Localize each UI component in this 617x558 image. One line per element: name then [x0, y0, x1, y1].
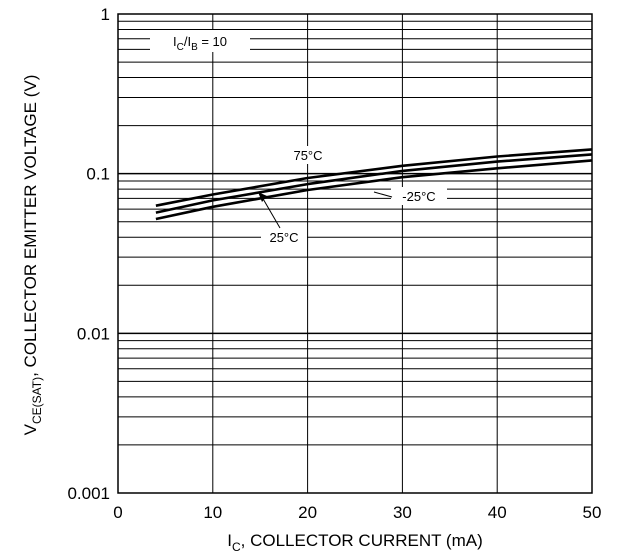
grid: [118, 14, 592, 493]
y-tick-label: 1: [101, 5, 110, 24]
leader-line-minus25c: [373, 191, 393, 198]
curves: [155, 148, 593, 221]
series-label-75c-group: 75°C: [285, 146, 331, 164]
series-label-minus25c-background: [391, 187, 447, 205]
condition-label-group: IC/IB = 10: [150, 30, 250, 53]
series-line-2: [155, 159, 593, 221]
x-axis-label: IC, COLLECTOR CURRENT (mA): [227, 531, 483, 554]
tick-labels: 0 10 20 30 40 50 1 0.1 0.01 0.001: [67, 5, 601, 522]
x-tick-label: 40: [488, 503, 507, 522]
annotations: IC/IB = 10 75°C -25°C 25°C: [150, 30, 447, 246]
condition-label-background: [150, 30, 250, 52]
series-label-25c: 25°C: [269, 230, 298, 245]
series-line-1: [155, 153, 593, 214]
y-tick-label: 0.1: [86, 165, 110, 184]
leader-line-25c: [261, 196, 281, 229]
series-label-25c-group: 25°C: [261, 228, 307, 246]
condition-label: IC/IB = 10: [173, 34, 227, 53]
series-label-minus25c: -25°C: [402, 189, 435, 204]
series-label-minus25c-group: -25°C: [391, 187, 447, 205]
series-label-75c-background: [285, 146, 331, 164]
series-line-0: [155, 148, 593, 207]
x-tick-label: 20: [298, 503, 317, 522]
leader-arrow-25c: [258, 192, 267, 202]
x-tick-label: 10: [203, 503, 222, 522]
series-label-75c: 75°C: [293, 148, 322, 163]
x-tick-label: 30: [393, 503, 412, 522]
x-tick-label: 50: [583, 503, 602, 522]
y-axis-label: VCE(SAT), COLLECTOR EMITTER VOLTAGE (V): [21, 75, 44, 436]
y-tick-label: 0.01: [77, 324, 110, 343]
y-tick-label: 0.001: [67, 484, 110, 503]
x-tick-label: 0: [113, 503, 122, 522]
series-label-25c-background: [261, 228, 307, 246]
plot-frame: [117, 13, 593, 494]
